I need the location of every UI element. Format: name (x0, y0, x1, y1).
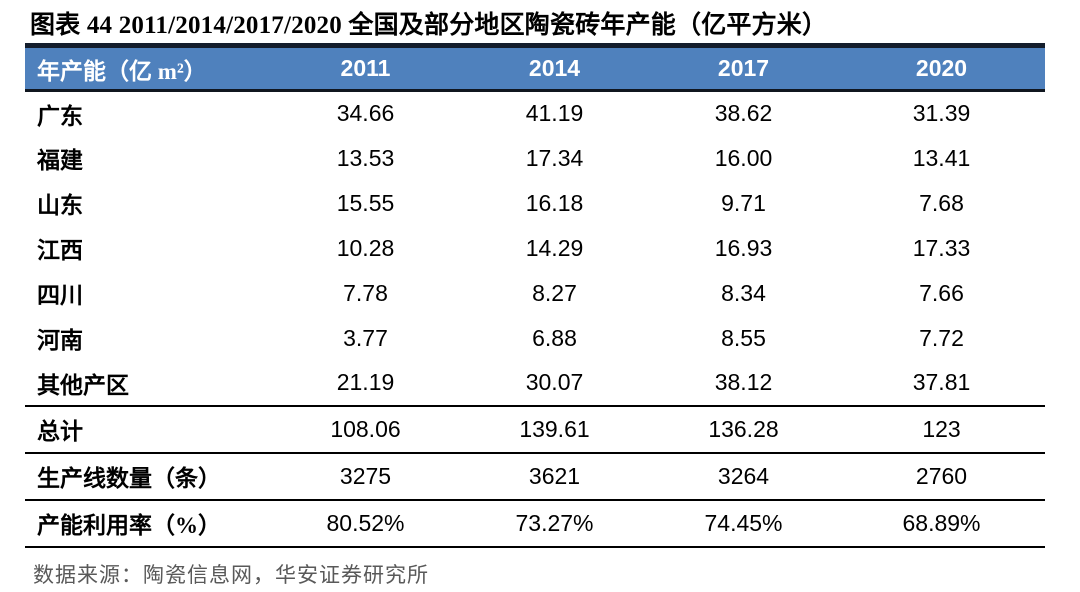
header-cell-metric: 年产能（亿 m²） (37, 58, 207, 84)
value-cell: 80.52% (326, 509, 405, 536)
table-row: 广东 34.66 41.19 38.62 31.39 (25, 91, 1045, 136)
table-header-row: 年产能（亿 m²） 2011 2014 2017 2020 (25, 45, 1045, 91)
table-row: 生产线数量（条） 3275 3621 3264 2760 (25, 452, 1045, 500)
row-label: 其他产区 (37, 372, 129, 398)
value-cell: 38.62 (714, 100, 773, 127)
table-row: 四川 7.78 8.27 8.34 7.66 (25, 271, 1045, 316)
value-cell: 37.81 (912, 369, 971, 395)
value-cell: 108.06 (330, 415, 401, 442)
value-cell: 34.66 (336, 100, 395, 127)
data-source-note: 数据来源：陶瓷信息网，华安证券研究所 (33, 563, 429, 587)
table-row: 福建 13.53 17.34 16.00 13.41 (25, 136, 1045, 181)
value-cell: 7.72 (919, 324, 964, 351)
header-cell-2020: 2020 (915, 55, 968, 81)
row-label: 山东 (37, 193, 83, 218)
table-row: 山东 15.55 16.18 9.71 7.68 (25, 181, 1045, 226)
table-row: 总计 108.06 139.61 136.28 123 (25, 405, 1045, 453)
value-cell: 15.55 (336, 189, 395, 216)
figure-title: 图表 44 2011/2014/2017/2020 全国及部分地区陶瓷砖年产能（… (30, 12, 828, 39)
value-cell: 7.68 (919, 189, 964, 216)
table-row: 江西 10.28 14.29 16.93 17.33 (25, 226, 1045, 271)
value-cell: 6.88 (532, 324, 577, 351)
value-cell: 17.34 (525, 144, 584, 171)
value-cell: 139.61 (519, 415, 590, 442)
value-cell: 13.41 (912, 144, 971, 171)
row-label: 江西 (37, 238, 83, 263)
value-cell: 21.19 (336, 369, 395, 395)
table-row: 其他产区 21.19 30.07 38.12 37.81 (25, 361, 1045, 406)
value-cell: 123 (922, 415, 961, 442)
row-label: 河南 (37, 328, 83, 353)
value-cell: 8.34 (721, 279, 766, 306)
row-label: 产能利用率（%） (37, 513, 221, 538)
value-cell: 14.29 (525, 234, 584, 261)
value-cell: 3.77 (343, 324, 388, 351)
header-cell-2017: 2017 (717, 55, 770, 81)
row-label: 四川 (37, 283, 83, 308)
value-cell: 16.93 (714, 234, 773, 261)
value-cell: 41.19 (525, 100, 584, 127)
row-label: 福建 (37, 148, 83, 173)
header-cell-2011: 2011 (340, 55, 391, 81)
row-label: 生产线数量（条） (37, 466, 221, 491)
value-cell: 2760 (915, 462, 968, 489)
table-row: 河南 3.77 6.88 8.55 7.72 (25, 316, 1045, 361)
row-label: 广东 (37, 103, 83, 129)
value-cell: 7.78 (343, 279, 388, 306)
value-cell: 17.33 (912, 234, 971, 261)
value-cell: 3275 (339, 462, 392, 489)
value-cell: 9.71 (721, 189, 766, 216)
value-cell: 74.45% (704, 509, 783, 536)
capacity-table: 年产能（亿 m²） 2011 2014 2017 2020 广东 34.66 41.… (25, 43, 1045, 548)
value-cell: 16.18 (525, 189, 584, 216)
value-cell: 8.55 (721, 324, 766, 351)
table-row: 产能利用率（%） 80.52% 73.27% 74.45% 68.89% (25, 499, 1045, 547)
value-cell: 3264 (717, 462, 770, 489)
header-cell-2014: 2014 (528, 55, 581, 81)
value-cell: 30.07 (525, 369, 584, 395)
value-cell: 13.53 (336, 144, 395, 171)
value-cell: 136.28 (708, 415, 779, 442)
value-cell: 68.89% (902, 509, 981, 536)
value-cell: 73.27% (515, 509, 594, 536)
value-cell: 31.39 (912, 100, 971, 127)
value-cell: 38.12 (714, 369, 773, 395)
row-label: 总计 (37, 419, 83, 444)
value-cell: 8.27 (532, 279, 577, 306)
value-cell: 7.66 (919, 279, 964, 306)
value-cell: 10.28 (336, 234, 395, 261)
value-cell: 16.00 (714, 144, 773, 171)
value-cell: 3621 (528, 462, 581, 489)
